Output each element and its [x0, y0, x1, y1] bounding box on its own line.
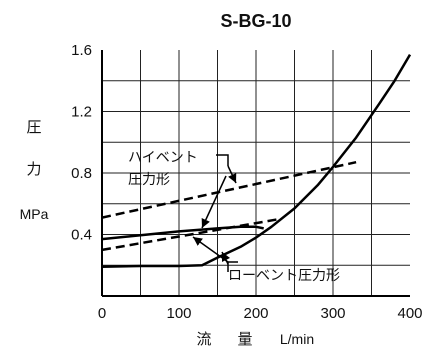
low-vent-arrow-to-dashed	[192, 236, 229, 263]
x-tick-label: 400	[397, 305, 422, 322]
high-vent-arrow-to-dashed	[227, 165, 237, 184]
x-tick-label: 0	[98, 305, 106, 322]
low-vent-dashed-line	[101, 217, 280, 252]
high-vent-arrow-to-solid	[201, 175, 227, 229]
x-axis-label-char-2: 量	[237, 330, 252, 348]
chart-title: S-BG-10	[220, 11, 291, 31]
low-vent-arrow-to-solid	[221, 251, 231, 265]
x-axis-label-char-1: 流	[196, 330, 211, 348]
high-vent-annotation-line2: 圧力形	[128, 172, 170, 188]
x-axis-label-unit: L/min	[280, 331, 314, 347]
x-tick-label: 200	[243, 305, 268, 322]
high-vent-bracket	[216, 154, 229, 166]
y-tick-label: 0.4	[71, 227, 92, 244]
high-vent-solid-line	[101, 225, 264, 241]
high-vent-annotation-line1: ハイベント	[128, 150, 198, 166]
y-axis-label-char-1: 圧	[26, 118, 41, 136]
high-vent-dashed-line	[101, 160, 357, 219]
x-tick-label: 100	[166, 305, 191, 322]
low-vent-solid-line	[101, 53, 412, 269]
x-tick-label: 300	[320, 305, 345, 322]
y-tick-label: 1.2	[71, 104, 92, 121]
y-axis-unit: MPa	[20, 206, 49, 222]
y-tick-label: 1.6	[71, 42, 92, 59]
low-vent-annotation: ローベント圧力形	[228, 268, 340, 284]
y-axis-label-char-2: 力	[26, 160, 41, 178]
y-tick-label: 0.8	[71, 165, 92, 182]
